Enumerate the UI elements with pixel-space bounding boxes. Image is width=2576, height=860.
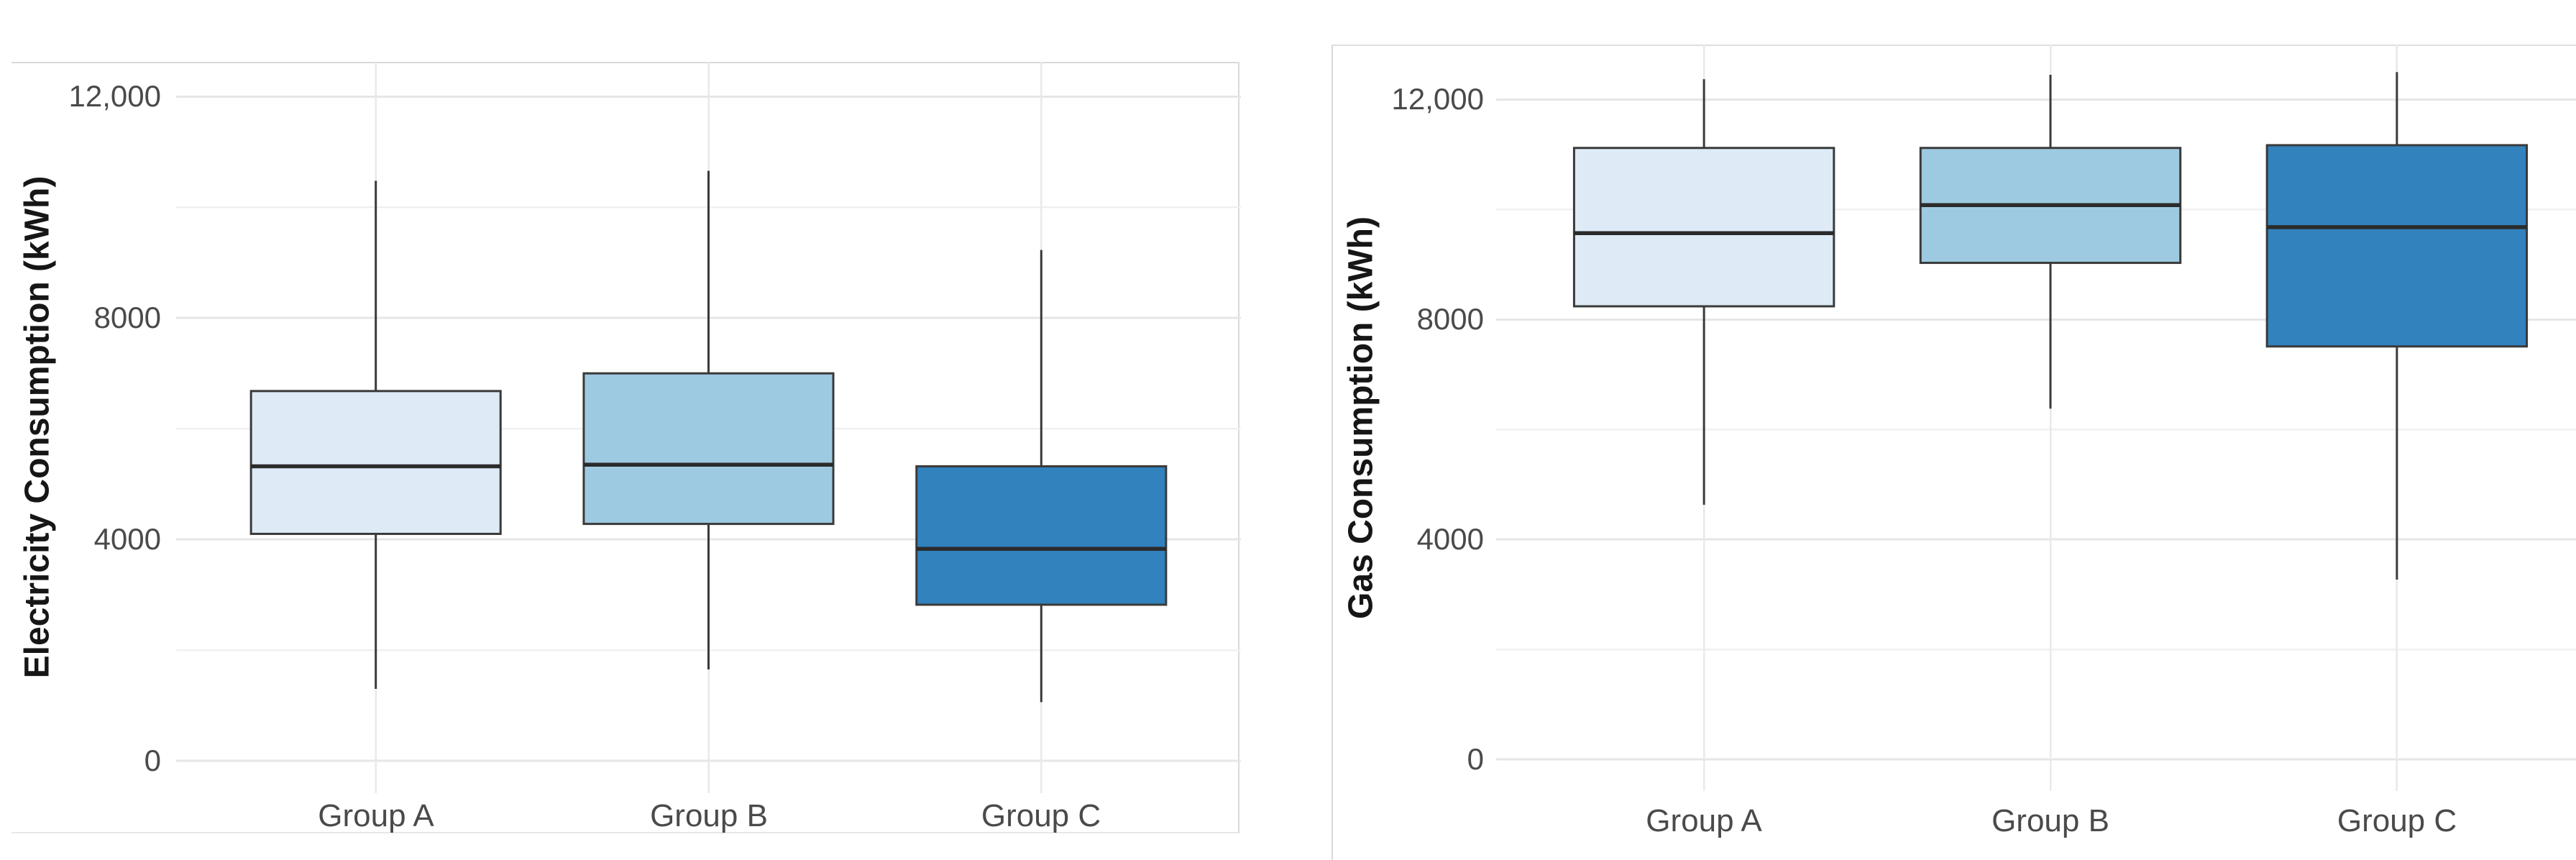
boxplot-group-b bbox=[1919, 75, 2182, 409]
y-tick-label-12000: 12,000 bbox=[1391, 82, 1484, 116]
boxplot-group-a bbox=[249, 180, 502, 689]
x-tick-label-group-b: Group B bbox=[1991, 803, 2109, 838]
y-tick-label-8000: 8000 bbox=[93, 301, 161, 334]
y-tick-label-0: 0 bbox=[144, 744, 161, 777]
boxplot-group-b bbox=[582, 170, 835, 670]
y-axis-title-electricity: Electricity Consumption (kWh) bbox=[18, 175, 57, 679]
boxplot-group-c bbox=[915, 250, 1168, 703]
x-tick-label-group-b: Group B bbox=[650, 798, 768, 833]
y-tick-label-4000: 4000 bbox=[1416, 522, 1484, 556]
x-tick-label-group-a: Group A bbox=[318, 798, 434, 833]
y-tick-label-4000: 4000 bbox=[93, 522, 161, 556]
boxplot-group-a bbox=[1572, 79, 1835, 506]
x-tick-label-group-c: Group C bbox=[2337, 803, 2457, 838]
boxplot-group-c bbox=[2265, 72, 2529, 580]
y-tick-label-0: 0 bbox=[1467, 742, 1484, 776]
y-axis-title-gas: Gas Consumption (kWh) bbox=[1342, 216, 1380, 619]
x-tick-label-group-c: Group C bbox=[981, 798, 1101, 833]
electricity-plot-area bbox=[176, 62, 1241, 793]
gas-plot-area bbox=[1496, 45, 2576, 791]
x-tick-label-group-a: Group A bbox=[1646, 803, 1762, 838]
y-tick-label-8000: 8000 bbox=[1416, 302, 1484, 336]
y-tick-label-12000: 12,000 bbox=[68, 79, 161, 113]
